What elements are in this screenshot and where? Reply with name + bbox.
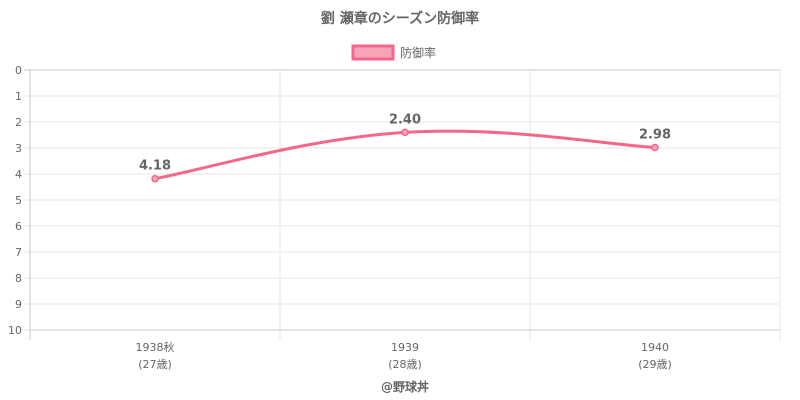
x-tick-label: 1940 — [641, 341, 669, 354]
y-tick-label: 6 — [15, 220, 22, 233]
x-tick-sublabel: (28歳) — [388, 358, 422, 371]
y-axis: 0 1 2 3 4 5 6 7 8 9 10 — [8, 64, 22, 337]
data-label: 2.98 — [639, 127, 671, 142]
footer-credit: @野球丼 — [381, 379, 429, 394]
y-tick-label: 10 — [8, 324, 22, 337]
data-point — [401, 128, 409, 137]
data-point — [651, 143, 659, 152]
chart-title: 劉 瀬章のシーズン防御率 — [320, 10, 479, 27]
data-label: 2.40 — [389, 112, 421, 127]
grid — [24, 69, 781, 340]
x-tick-label: 1938秋 — [136, 340, 175, 354]
y-tick-label: 8 — [15, 272, 22, 285]
series-era: 4.18 2.40 2.98 — [139, 112, 671, 183]
legend-swatch — [351, 44, 395, 61]
legend-label: 防御率 — [400, 45, 436, 60]
x-tick-sublabel: (27歳) — [138, 358, 172, 371]
x-axis: 1938秋 (27歳) 1939 (28歳) 1940 (29歳) — [136, 340, 672, 371]
y-tick-label: 1 — [15, 90, 22, 103]
data-point — [151, 174, 159, 183]
y-tick-label: 2 — [15, 116, 22, 129]
y-tick-label: 7 — [15, 246, 22, 259]
series-line — [154, 129, 656, 181]
y-tick-label: 9 — [15, 298, 22, 311]
y-tick-label: 3 — [15, 142, 22, 155]
y-tick-label: 0 — [15, 64, 22, 77]
y-tick-label: 5 — [15, 194, 22, 207]
data-label: 4.18 — [139, 159, 171, 174]
x-tick-label: 1939 — [391, 341, 419, 354]
y-tick-label: 4 — [15, 168, 22, 181]
x-tick-sublabel: (29歳) — [638, 358, 672, 371]
legend[interactable]: 防御率 — [351, 44, 436, 61]
